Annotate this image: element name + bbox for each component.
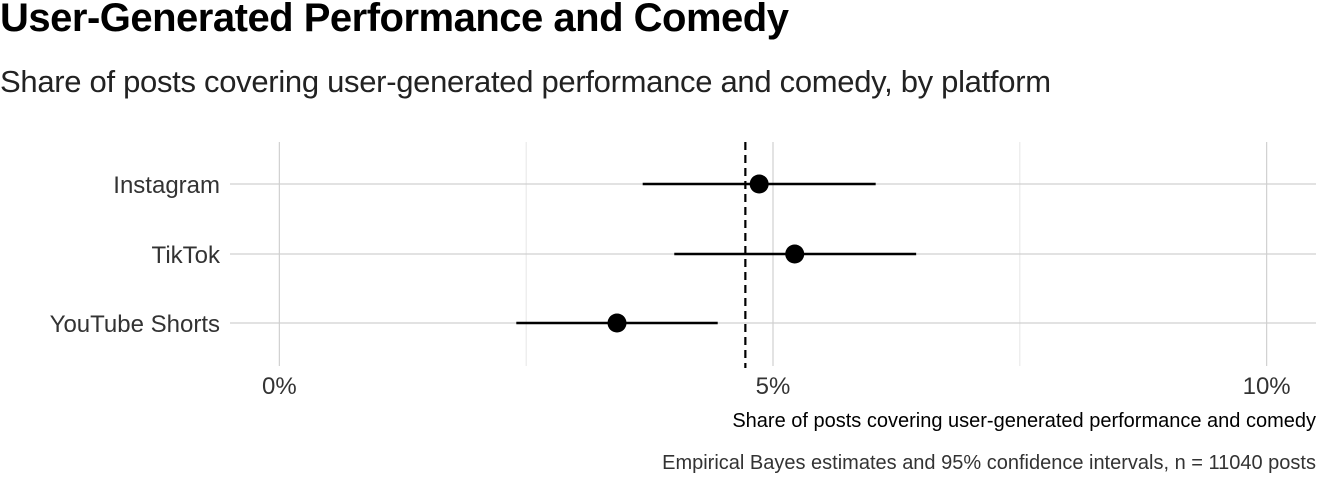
chart-subtitle: Share of posts covering user-generated p… xyxy=(0,64,1051,99)
y-tick-label: TikTok xyxy=(152,242,221,269)
x-tick-label: 5% xyxy=(756,373,791,400)
x-axis-labels: 0% 5% 10% xyxy=(262,373,1291,400)
x-tick-label: 10% xyxy=(1243,373,1291,400)
y-tick-label: YouTube Shorts xyxy=(50,311,220,338)
chart-caption: Empirical Bayes estimates and 95% confid… xyxy=(662,452,1316,474)
estimate-point xyxy=(749,174,769,194)
x-axis-title: Share of posts covering user-generated p… xyxy=(732,410,1316,432)
estimate-point xyxy=(785,244,805,264)
estimate-point xyxy=(607,313,627,333)
chart-title: User-Generated Performance and Comedy xyxy=(0,0,789,40)
y-tick-label: Instagram xyxy=(113,172,220,199)
y-axis-labels: Instagram TikTok YouTube Shorts xyxy=(50,172,221,338)
marks xyxy=(516,174,917,333)
x-tick-label: 0% xyxy=(262,373,297,400)
